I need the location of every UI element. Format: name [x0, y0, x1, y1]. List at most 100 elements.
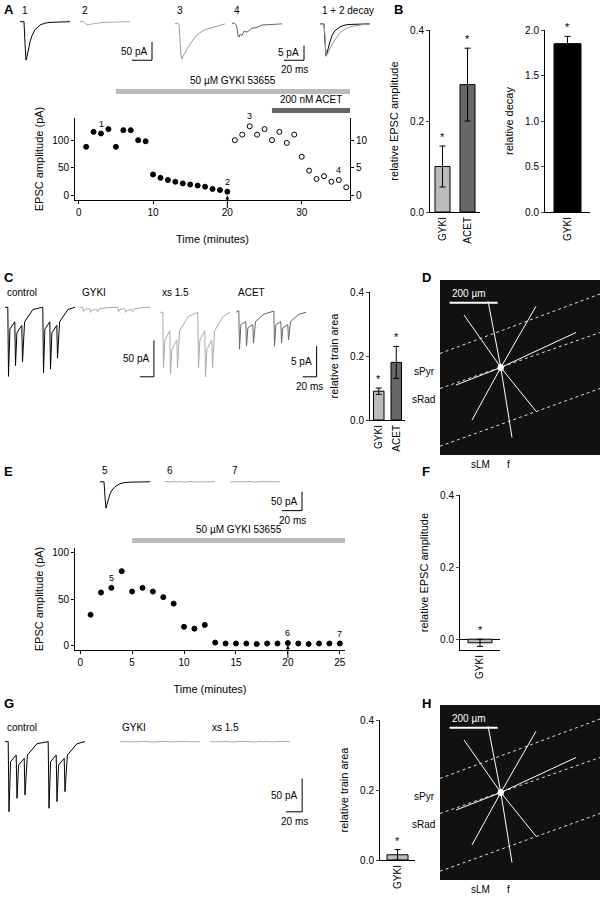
svg-text:6: 6: [285, 628, 290, 638]
svg-text:0: 0: [63, 190, 69, 201]
svg-text:10: 10: [356, 135, 368, 146]
svg-text:50 µM GYKI 53655: 50 µM GYKI 53655: [196, 524, 282, 535]
svg-text:sLM: sLM: [471, 459, 490, 470]
svg-text:7: 7: [337, 629, 342, 639]
svg-text:50 pA: 50 pA: [123, 353, 149, 364]
svg-text:4: 4: [234, 5, 240, 16]
svg-text:5: 5: [129, 657, 135, 668]
svg-text:GYKI: GYKI: [373, 425, 384, 449]
svg-text:H: H: [422, 696, 431, 711]
svg-text:GYKI: GYKI: [474, 655, 485, 679]
svg-text:20 ms: 20 ms: [296, 381, 323, 392]
svg-text:sPyr: sPyr: [414, 791, 435, 802]
svg-text:0: 0: [76, 207, 82, 218]
svg-text:0.4: 0.4: [350, 287, 364, 298]
svg-text:200 µm: 200 µm: [452, 288, 486, 299]
svg-text:*: *: [565, 21, 570, 33]
svg-text:ACET: ACET: [462, 217, 473, 244]
svg-text:5 pA: 5 pA: [291, 356, 312, 367]
svg-text:20 ms: 20 ms: [281, 64, 308, 75]
svg-text:50 pA: 50 pA: [271, 496, 297, 507]
svg-text:0.2: 0.2: [360, 785, 374, 796]
svg-text:100: 100: [52, 135, 69, 146]
svg-text:10: 10: [178, 657, 190, 668]
svg-text:0.4: 0.4: [440, 490, 454, 501]
svg-text:E: E: [4, 464, 13, 479]
svg-text:sRad: sRad: [412, 819, 435, 830]
svg-text:0.0: 0.0: [350, 415, 364, 426]
svg-text:200 µm: 200 µm: [452, 713, 486, 724]
svg-text:0.4: 0.4: [410, 25, 424, 36]
svg-text:sRad: sRad: [412, 394, 435, 405]
svg-text:3: 3: [177, 5, 183, 16]
svg-text:Time (minutes): Time (minutes): [174, 683, 247, 695]
svg-text:1.5: 1.5: [525, 70, 539, 81]
svg-text:25: 25: [334, 657, 346, 668]
svg-text:3: 3: [247, 111, 252, 121]
svg-text:0: 0: [77, 657, 83, 668]
svg-text:GYKI: GYKI: [392, 865, 403, 889]
svg-text:B: B: [394, 2, 403, 17]
svg-text:sPyr: sPyr: [414, 366, 435, 377]
svg-text:1: 1: [22, 5, 28, 16]
svg-text:control: control: [7, 287, 37, 298]
svg-text:50: 50: [58, 162, 70, 173]
svg-text:*: *: [440, 131, 445, 143]
svg-text:100: 100: [52, 547, 69, 558]
svg-text:20 ms: 20 ms: [279, 515, 306, 526]
svg-text:relative EPSC amplitude: relative EPSC amplitude: [388, 61, 400, 180]
svg-text:relative decay: relative decay: [503, 87, 515, 155]
svg-text:2: 2: [82, 5, 88, 16]
svg-text:ACET: ACET: [391, 425, 402, 452]
svg-text:5 pA: 5 pA: [278, 47, 299, 58]
svg-text:1 + 2 decay: 1 + 2 decay: [322, 5, 374, 16]
svg-text:C: C: [4, 270, 14, 285]
svg-text:relative EPSC amplitude: relative EPSC amplitude: [418, 513, 430, 632]
svg-text:2: 2: [225, 177, 230, 187]
svg-text:0.0: 0.0: [410, 207, 424, 218]
svg-text:20: 20: [282, 657, 294, 668]
svg-text:200 nM ACET: 200 nM ACET: [280, 94, 342, 105]
svg-text:0.0: 0.0: [360, 855, 374, 866]
svg-text:6: 6: [167, 465, 173, 476]
svg-text:relative train area: relative train area: [338, 747, 350, 833]
svg-text:F: F: [422, 464, 430, 479]
svg-text:*: *: [395, 835, 400, 847]
svg-text:50 pA: 50 pA: [271, 790, 297, 801]
svg-text:sLM: sLM: [471, 884, 490, 895]
svg-text:G: G: [4, 696, 14, 711]
svg-text:2.0: 2.0: [525, 25, 539, 36]
svg-text:D: D: [422, 270, 431, 285]
svg-text:Time (minutes): Time (minutes): [176, 233, 249, 245]
svg-text:0.5: 0.5: [525, 161, 539, 172]
svg-text:*: *: [465, 33, 470, 45]
svg-text:relative train area: relative train area: [328, 313, 340, 399]
svg-text:30: 30: [296, 207, 308, 218]
svg-text:1: 1: [99, 119, 104, 129]
svg-text:15: 15: [230, 657, 242, 668]
svg-text:5: 5: [356, 162, 362, 173]
svg-text:control: control: [7, 722, 37, 733]
svg-text:50: 50: [58, 594, 70, 605]
svg-text:0: 0: [356, 190, 362, 201]
svg-text:GYKI: GYKI: [562, 217, 573, 241]
svg-text:xs 1.5: xs 1.5: [162, 287, 189, 298]
svg-text:0.0: 0.0: [525, 207, 539, 218]
svg-text:0: 0: [63, 640, 69, 651]
svg-text:EPSC amplitude (pA): EPSC amplitude (pA): [33, 547, 45, 652]
svg-text:5: 5: [109, 573, 114, 583]
svg-text:ACET: ACET: [238, 287, 265, 298]
svg-text:0.2: 0.2: [440, 562, 454, 573]
svg-text:*: *: [394, 331, 399, 343]
svg-text:5: 5: [102, 465, 108, 476]
svg-text:GYKI: GYKI: [437, 217, 448, 241]
svg-text:20 ms: 20 ms: [281, 816, 308, 827]
svg-text:20: 20: [222, 207, 234, 218]
svg-text:A: A: [4, 2, 14, 17]
svg-text:f: f: [507, 884, 510, 895]
svg-text:xs 1.5: xs 1.5: [212, 722, 239, 733]
svg-text:10: 10: [147, 207, 159, 218]
svg-text:GYKI: GYKI: [82, 287, 106, 298]
svg-text:*: *: [376, 373, 381, 385]
svg-text:50 pA: 50 pA: [121, 46, 147, 57]
